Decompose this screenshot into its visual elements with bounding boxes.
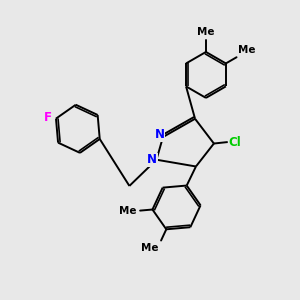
Text: Me: Me — [119, 206, 136, 216]
Text: Cl: Cl — [228, 136, 241, 148]
Text: N: N — [154, 128, 164, 141]
Text: Me: Me — [141, 244, 158, 254]
Text: F: F — [44, 111, 52, 124]
Text: Me: Me — [238, 45, 255, 55]
Text: N: N — [147, 153, 157, 166]
Text: Me: Me — [196, 27, 214, 37]
